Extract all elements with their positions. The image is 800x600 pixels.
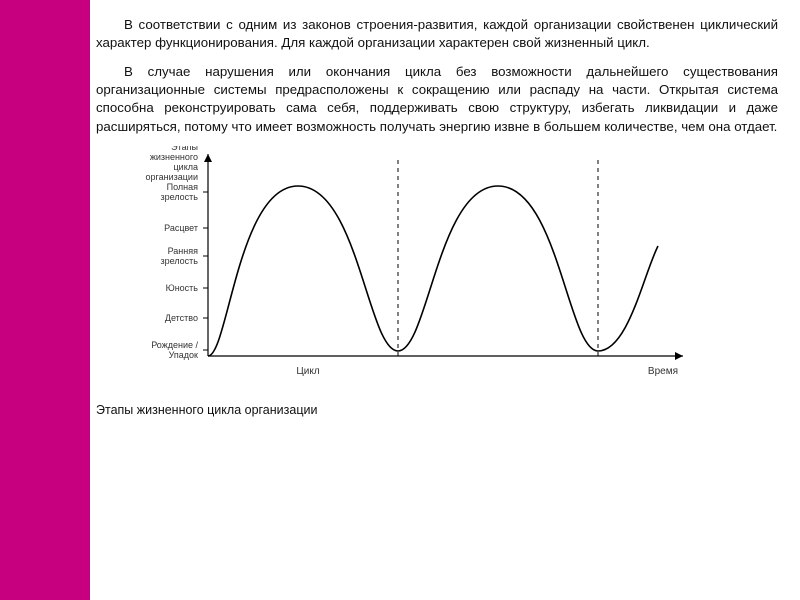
y-tick-label: Юность [166, 283, 199, 293]
x-axis-label: Время [648, 366, 678, 377]
y-tick-label: Полная [167, 182, 199, 192]
y-tick-label: зрелость [160, 256, 198, 266]
lifecycle-chart: ЭтапыжизненногоциклаорганизацииПолнаязре… [98, 146, 778, 396]
y-tick-label: Ранняя [168, 246, 199, 256]
y-tick-label: Детство [165, 313, 198, 323]
chart-caption: Этапы жизненного цикла организации [96, 402, 778, 419]
chart-svg: ЭтапыжизненногоциклаорганизацииПолнаязре… [98, 146, 698, 396]
y-axis-title: жизненного [150, 152, 198, 162]
paragraph-2: В случае нарушения или окончания цикла б… [96, 63, 778, 136]
main-content: В соответствии с одним из законов строен… [90, 0, 800, 600]
paragraph-1: В соответствии с одним из законов строен… [96, 16, 778, 53]
y-axis-title: цикла [174, 162, 198, 172]
y-tick-label: Рождение / [151, 340, 198, 350]
cycle-label: Цикл [296, 366, 319, 377]
y-axis-title: организации [146, 172, 198, 182]
sidebar-accent [0, 0, 90, 600]
y-tick-label: Расцвет [164, 223, 198, 233]
y-tick-label: Упадок [169, 350, 198, 360]
y-tick-label: зрелость [160, 192, 198, 202]
